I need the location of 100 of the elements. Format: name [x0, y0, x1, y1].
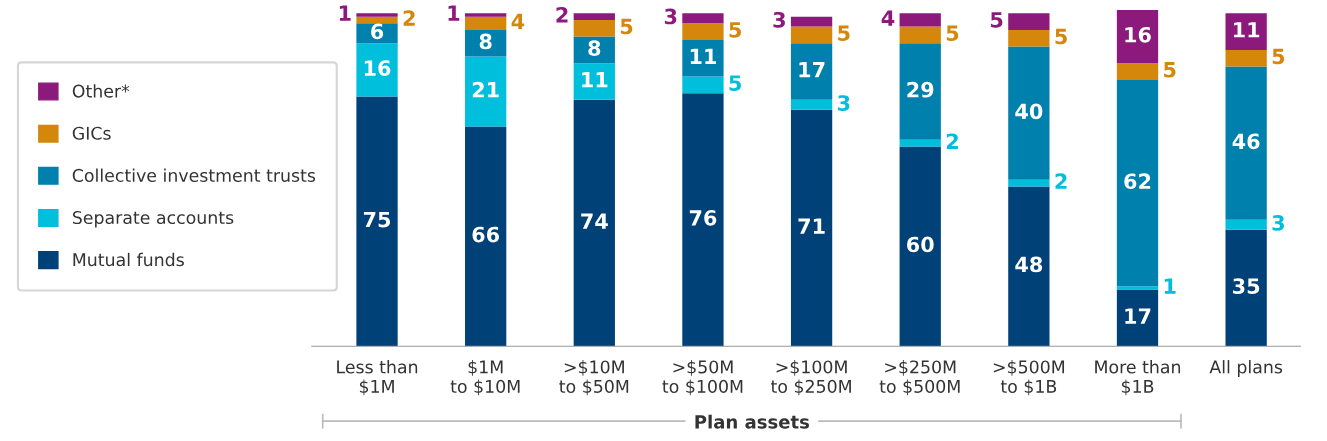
data-label: 60	[907, 236, 934, 253]
data-label: 11	[1234, 22, 1260, 38]
data-label: 6	[371, 23, 384, 40]
data-label: 35	[1233, 278, 1260, 294]
x-tick-label: $1M to $10M	[450, 360, 520, 396]
bar	[573, 19, 615, 37]
bar	[1225, 229, 1267, 347]
bar	[356, 43, 398, 97]
bar	[356, 13, 398, 17]
data-label: 75	[363, 211, 391, 228]
data-label: 3	[773, 11, 785, 28]
x-tick-label: All plans	[1209, 360, 1283, 377]
bar	[682, 93, 724, 347]
bar	[1225, 66, 1267, 220]
data-label: 5	[946, 25, 959, 41]
data-label: 5	[729, 22, 741, 38]
data-label: 16	[364, 60, 391, 76]
x-tick-label: >$100M to $250M	[771, 360, 851, 396]
x-tick-label: >$50M to $100M	[662, 360, 743, 396]
bar	[790, 109, 833, 347]
data-label: 46	[1232, 133, 1260, 150]
x-tick-label: >$500M to $1B	[993, 360, 1065, 396]
bar	[1008, 13, 1050, 30]
x-tick-label: Less than $1M	[337, 360, 418, 396]
data-label: 5	[1272, 48, 1285, 65]
data-label: 2	[556, 6, 568, 23]
bar	[1008, 186, 1050, 347]
data-label: 3	[664, 8, 677, 25]
x-tick-label: >$250M to $500M	[879, 360, 960, 396]
bar	[465, 13, 507, 17]
bar	[356, 96, 398, 347]
bar	[682, 39, 724, 77]
data-label: 2	[1055, 173, 1067, 189]
data-label: 4	[881, 10, 895, 26]
bar	[465, 56, 507, 127]
bar	[1116, 286, 1159, 290]
legend-label: Collective investment trusts	[72, 168, 316, 182]
data-label: 5	[1164, 62, 1176, 78]
bar	[790, 16, 833, 27]
data-label: 29	[907, 81, 934, 98]
data-label: 2	[946, 133, 958, 149]
data-label: 71	[798, 218, 825, 234]
bar	[573, 63, 615, 100]
data-label: 48	[1015, 256, 1043, 273]
bar	[1225, 13, 1267, 50]
bar	[1008, 46, 1050, 180]
bar	[899, 26, 941, 44]
data-label: 17	[1125, 308, 1151, 324]
data-label: 62	[1124, 173, 1151, 190]
data-label: 8	[588, 40, 601, 56]
bar	[356, 16, 398, 24]
bar	[1116, 9, 1159, 64]
legend-label: Mutual funds	[73, 252, 184, 267]
data-label: 5	[1055, 28, 1067, 45]
data-label: 11	[690, 48, 717, 64]
bar	[573, 13, 615, 20]
legend-label: Other*	[72, 84, 130, 98]
bar	[1225, 219, 1267, 230]
bar	[573, 99, 615, 347]
data-label: 5	[990, 12, 1003, 28]
bar	[1116, 63, 1159, 80]
data-label: 1	[339, 5, 351, 21]
bar	[790, 26, 833, 44]
bar	[899, 146, 941, 347]
x-tick-label: >$10M to $50M	[559, 360, 629, 396]
data-label: 5	[620, 18, 633, 35]
legend-label: GICs	[72, 126, 111, 140]
data-label: 3	[1272, 214, 1284, 231]
text: Plan assets	[695, 414, 809, 429]
data-label: 1	[448, 5, 460, 21]
bar	[1225, 49, 1267, 67]
bar	[899, 13, 941, 27]
data-label: 76	[689, 210, 717, 226]
data-label: 5	[729, 75, 741, 91]
data-label: 66	[472, 226, 500, 243]
x-tick-label: More than $1B	[1095, 360, 1181, 396]
data-label: 1	[1164, 278, 1176, 294]
bar	[465, 126, 507, 347]
bar	[1008, 29, 1050, 47]
data-label: 2	[403, 10, 415, 26]
data-label: 3	[837, 95, 850, 111]
data-label: 17	[799, 62, 825, 78]
data-label: 4	[511, 13, 525, 30]
data-label: 5	[838, 25, 850, 41]
bar	[682, 13, 724, 24]
bar	[465, 29, 507, 57]
data-label: 74	[581, 213, 608, 229]
legend-label: Separate accounts	[72, 210, 234, 228]
data-label: 8	[479, 33, 492, 50]
bar	[465, 16, 507, 30]
bar	[1008, 179, 1050, 187]
data-label: 16	[1125, 26, 1151, 43]
bar	[682, 76, 724, 94]
bar	[790, 43, 833, 100]
data-label: 11	[582, 72, 608, 88]
data-label: 40	[1015, 103, 1043, 120]
bar	[1116, 289, 1159, 347]
data-label: 21	[472, 81, 499, 98]
bar	[1116, 79, 1159, 287]
bar	[790, 99, 833, 110]
